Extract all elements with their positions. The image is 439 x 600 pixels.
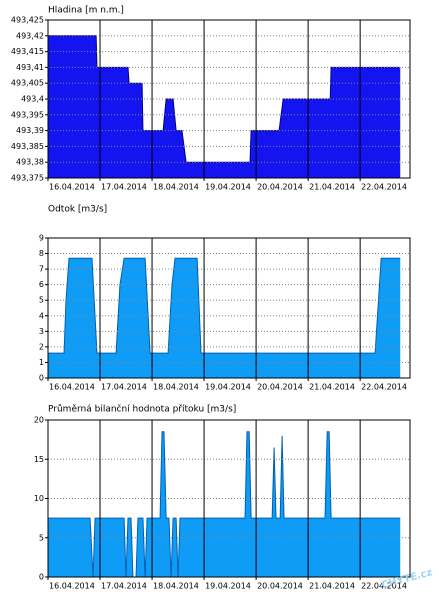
chart-title: Hladina [m n.m.]: [48, 6, 124, 16]
y-tick-label: 2: [39, 342, 44, 351]
y-tick-label: 7: [39, 265, 44, 274]
y-tick-label: 5: [39, 533, 44, 542]
y-tick-label: 493,38: [16, 158, 44, 167]
x-tick-label: 16.04.2014: [49, 383, 95, 392]
x-tick-label: 17.04.2014: [101, 582, 147, 591]
y-tick-label: 493,41: [16, 63, 44, 72]
x-tick-label: 21.04.2014: [309, 183, 355, 192]
y-tick-label: 493,425: [11, 16, 44, 25]
y-tick-label: 20: [34, 416, 44, 425]
x-tick-label: 20.04.2014: [257, 582, 303, 591]
y-tick-label: 493,385: [11, 142, 44, 151]
x-tick-label: 20.04.2014: [257, 183, 303, 192]
x-tick-label: 22.04.2014: [361, 582, 407, 591]
x-tick-label: 21.04.2014: [309, 383, 355, 392]
y-tick-label: 493,405: [11, 79, 44, 88]
x-tick-label: 18.04.2014: [153, 183, 199, 192]
y-tick-label: 493,415: [11, 47, 44, 56]
y-tick-label: 3: [39, 327, 44, 336]
y-tick-label: 493,4: [21, 95, 44, 104]
y-tick-label: 0: [39, 374, 44, 383]
y-tick-label: 9: [39, 234, 44, 243]
y-tick-label: 10: [34, 494, 44, 503]
area: [48, 258, 401, 378]
chart-title: Odtok [m3/s]: [48, 205, 107, 215]
y-tick-label: 0: [39, 573, 44, 582]
x-tick-label: 18.04.2014: [153, 582, 199, 591]
area: [48, 431, 401, 577]
y-tick-label: 5: [39, 296, 44, 305]
y-tick-label: 493,39: [16, 126, 44, 135]
x-tick-label: 22.04.2014: [361, 383, 407, 392]
x-tick-label: 16.04.2014: [49, 183, 95, 192]
x-tick-label: 21.04.2014: [309, 582, 355, 591]
y-tick-label: 4: [39, 311, 44, 320]
y-tick-label: 6: [39, 280, 44, 289]
x-tick-label: 19.04.2014: [205, 183, 251, 192]
x-tick-label: 17.04.2014: [101, 383, 147, 392]
y-tick-label: 1: [39, 358, 44, 367]
plot-frame: [47, 19, 411, 179]
y-tick-label: 15: [34, 455, 44, 464]
x-tick-label: 20.04.2014: [257, 383, 303, 392]
x-tick-label: 17.04.2014: [101, 183, 147, 192]
plot-frame: [47, 237, 411, 379]
area: [48, 35, 401, 178]
plot-frame: [47, 419, 411, 578]
y-tick-label: 493,42: [16, 31, 44, 40]
chart-title: Průměrná bilanční hodnota přítoku [m3/s]: [48, 404, 236, 415]
y-tick-label: 8: [39, 249, 44, 258]
y-tick-label: 493,395: [11, 110, 44, 119]
x-tick-label: 19.04.2014: [205, 582, 251, 591]
x-tick-label: 19.04.2014: [205, 383, 251, 392]
x-tick-label: 22.04.2014: [361, 183, 407, 192]
y-tick-label: 493,375: [11, 174, 44, 183]
area-line: [48, 257, 401, 354]
x-tick-label: 16.04.2014: [49, 582, 95, 591]
x-tick-label: 18.04.2014: [153, 383, 199, 392]
